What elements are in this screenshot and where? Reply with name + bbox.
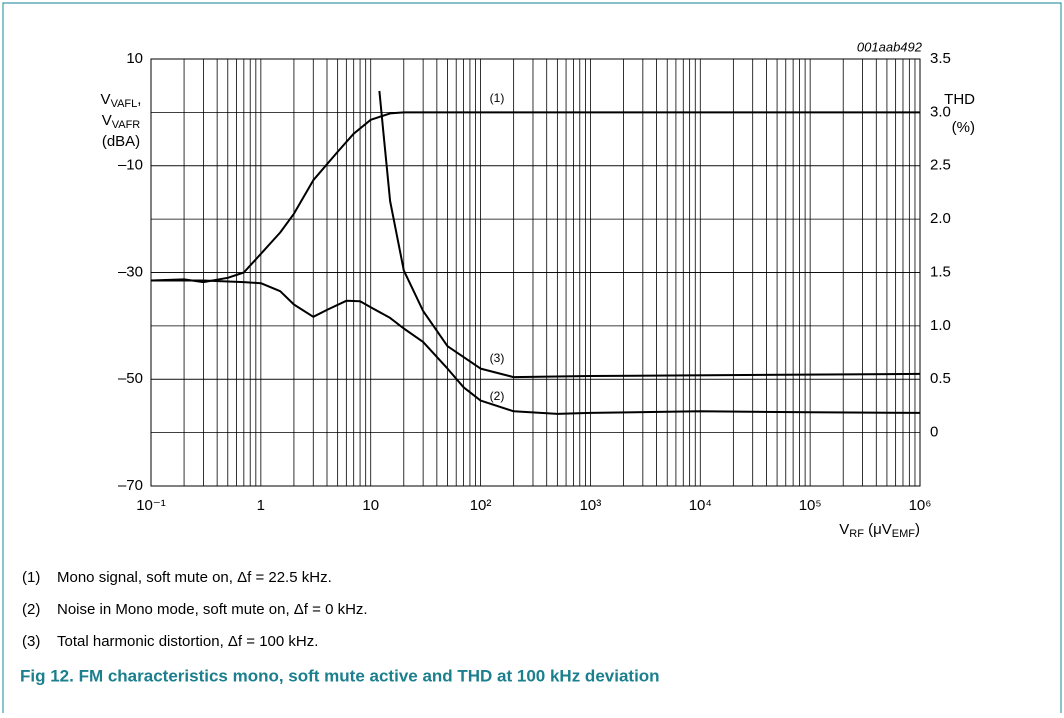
- series-label: (1): [490, 91, 505, 105]
- x-tick-label: 10⁻¹: [136, 497, 166, 514]
- x-axis-label: VRF (μVEMF): [839, 521, 920, 540]
- x-tick-label: 10⁵: [799, 497, 822, 514]
- series-label: (3): [490, 351, 505, 365]
- y-tick-label: –50: [118, 370, 143, 387]
- note-number: (3): [22, 633, 40, 650]
- x-axis-label-part: EMF: [892, 528, 916, 540]
- x-tick-label: 10⁶: [909, 497, 932, 514]
- y-axis-label-part: VAFL: [111, 98, 138, 110]
- note-text: Noise in Mono mode, soft mute on, Δf = 0…: [57, 601, 368, 618]
- x-tick-label: 10: [362, 497, 379, 514]
- y-tick-label: –70: [118, 477, 143, 494]
- y2-axis-label: THD: [944, 91, 975, 108]
- x-tick-label: 10⁴: [689, 497, 712, 514]
- note-number: (1): [22, 569, 40, 586]
- y-axis-label-part: ,: [137, 91, 141, 108]
- x-axis-label-part: RF: [849, 528, 864, 540]
- y-axis-label: (dBA): [102, 133, 140, 150]
- x-axis-label-part: V: [839, 521, 849, 538]
- note-number: (2): [22, 601, 40, 618]
- y-tick-label: –10: [118, 157, 143, 174]
- y2-tick-label: 3.0: [930, 103, 951, 120]
- y-tick-label: 10: [126, 50, 143, 67]
- y-axis-label: VVAFL,: [101, 91, 142, 110]
- y-axis-label-part: V: [102, 112, 112, 129]
- series-label: (2): [490, 389, 505, 403]
- y-axis-label-part: V: [101, 91, 111, 108]
- y2-tick-label: 1.0: [930, 317, 951, 334]
- y-tick-label: –30: [118, 263, 143, 280]
- series-line: [150, 111, 920, 284]
- y-axis-label: VVAFR: [102, 112, 141, 131]
- y2-tick-label: 1.5: [930, 263, 951, 280]
- y-axis-label-part: (dBA): [102, 133, 140, 150]
- figure-id: 001aab492: [857, 39, 923, 54]
- y2-tick-label: 0: [930, 424, 938, 441]
- x-axis-label-part: ): [915, 521, 920, 538]
- y2-tick-label: 2.5: [930, 157, 951, 174]
- x-tick-label: 1: [257, 497, 265, 514]
- x-axis-label-part: (μV: [864, 521, 892, 538]
- y2-tick-label: 3.5: [930, 50, 951, 67]
- y2-tick-label: 2.0: [930, 210, 951, 227]
- series-line: [378, 90, 921, 379]
- x-tick-label: 10²: [470, 497, 492, 514]
- note-text: Mono signal, soft mute on, Δf = 22.5 kHz…: [57, 569, 332, 586]
- caption: Fig 12. FM characteristics mono, soft mu…: [20, 666, 660, 685]
- x-tick-label: 10³: [580, 497, 602, 514]
- note-text: Total harmonic distortion, Δf = 100 kHz.: [57, 633, 318, 650]
- series-line: [151, 279, 921, 415]
- y-axis-label-part: VAFR: [112, 119, 141, 131]
- y2-tick-label: 0.5: [930, 370, 951, 387]
- y2-axis-label: (%): [952, 119, 975, 136]
